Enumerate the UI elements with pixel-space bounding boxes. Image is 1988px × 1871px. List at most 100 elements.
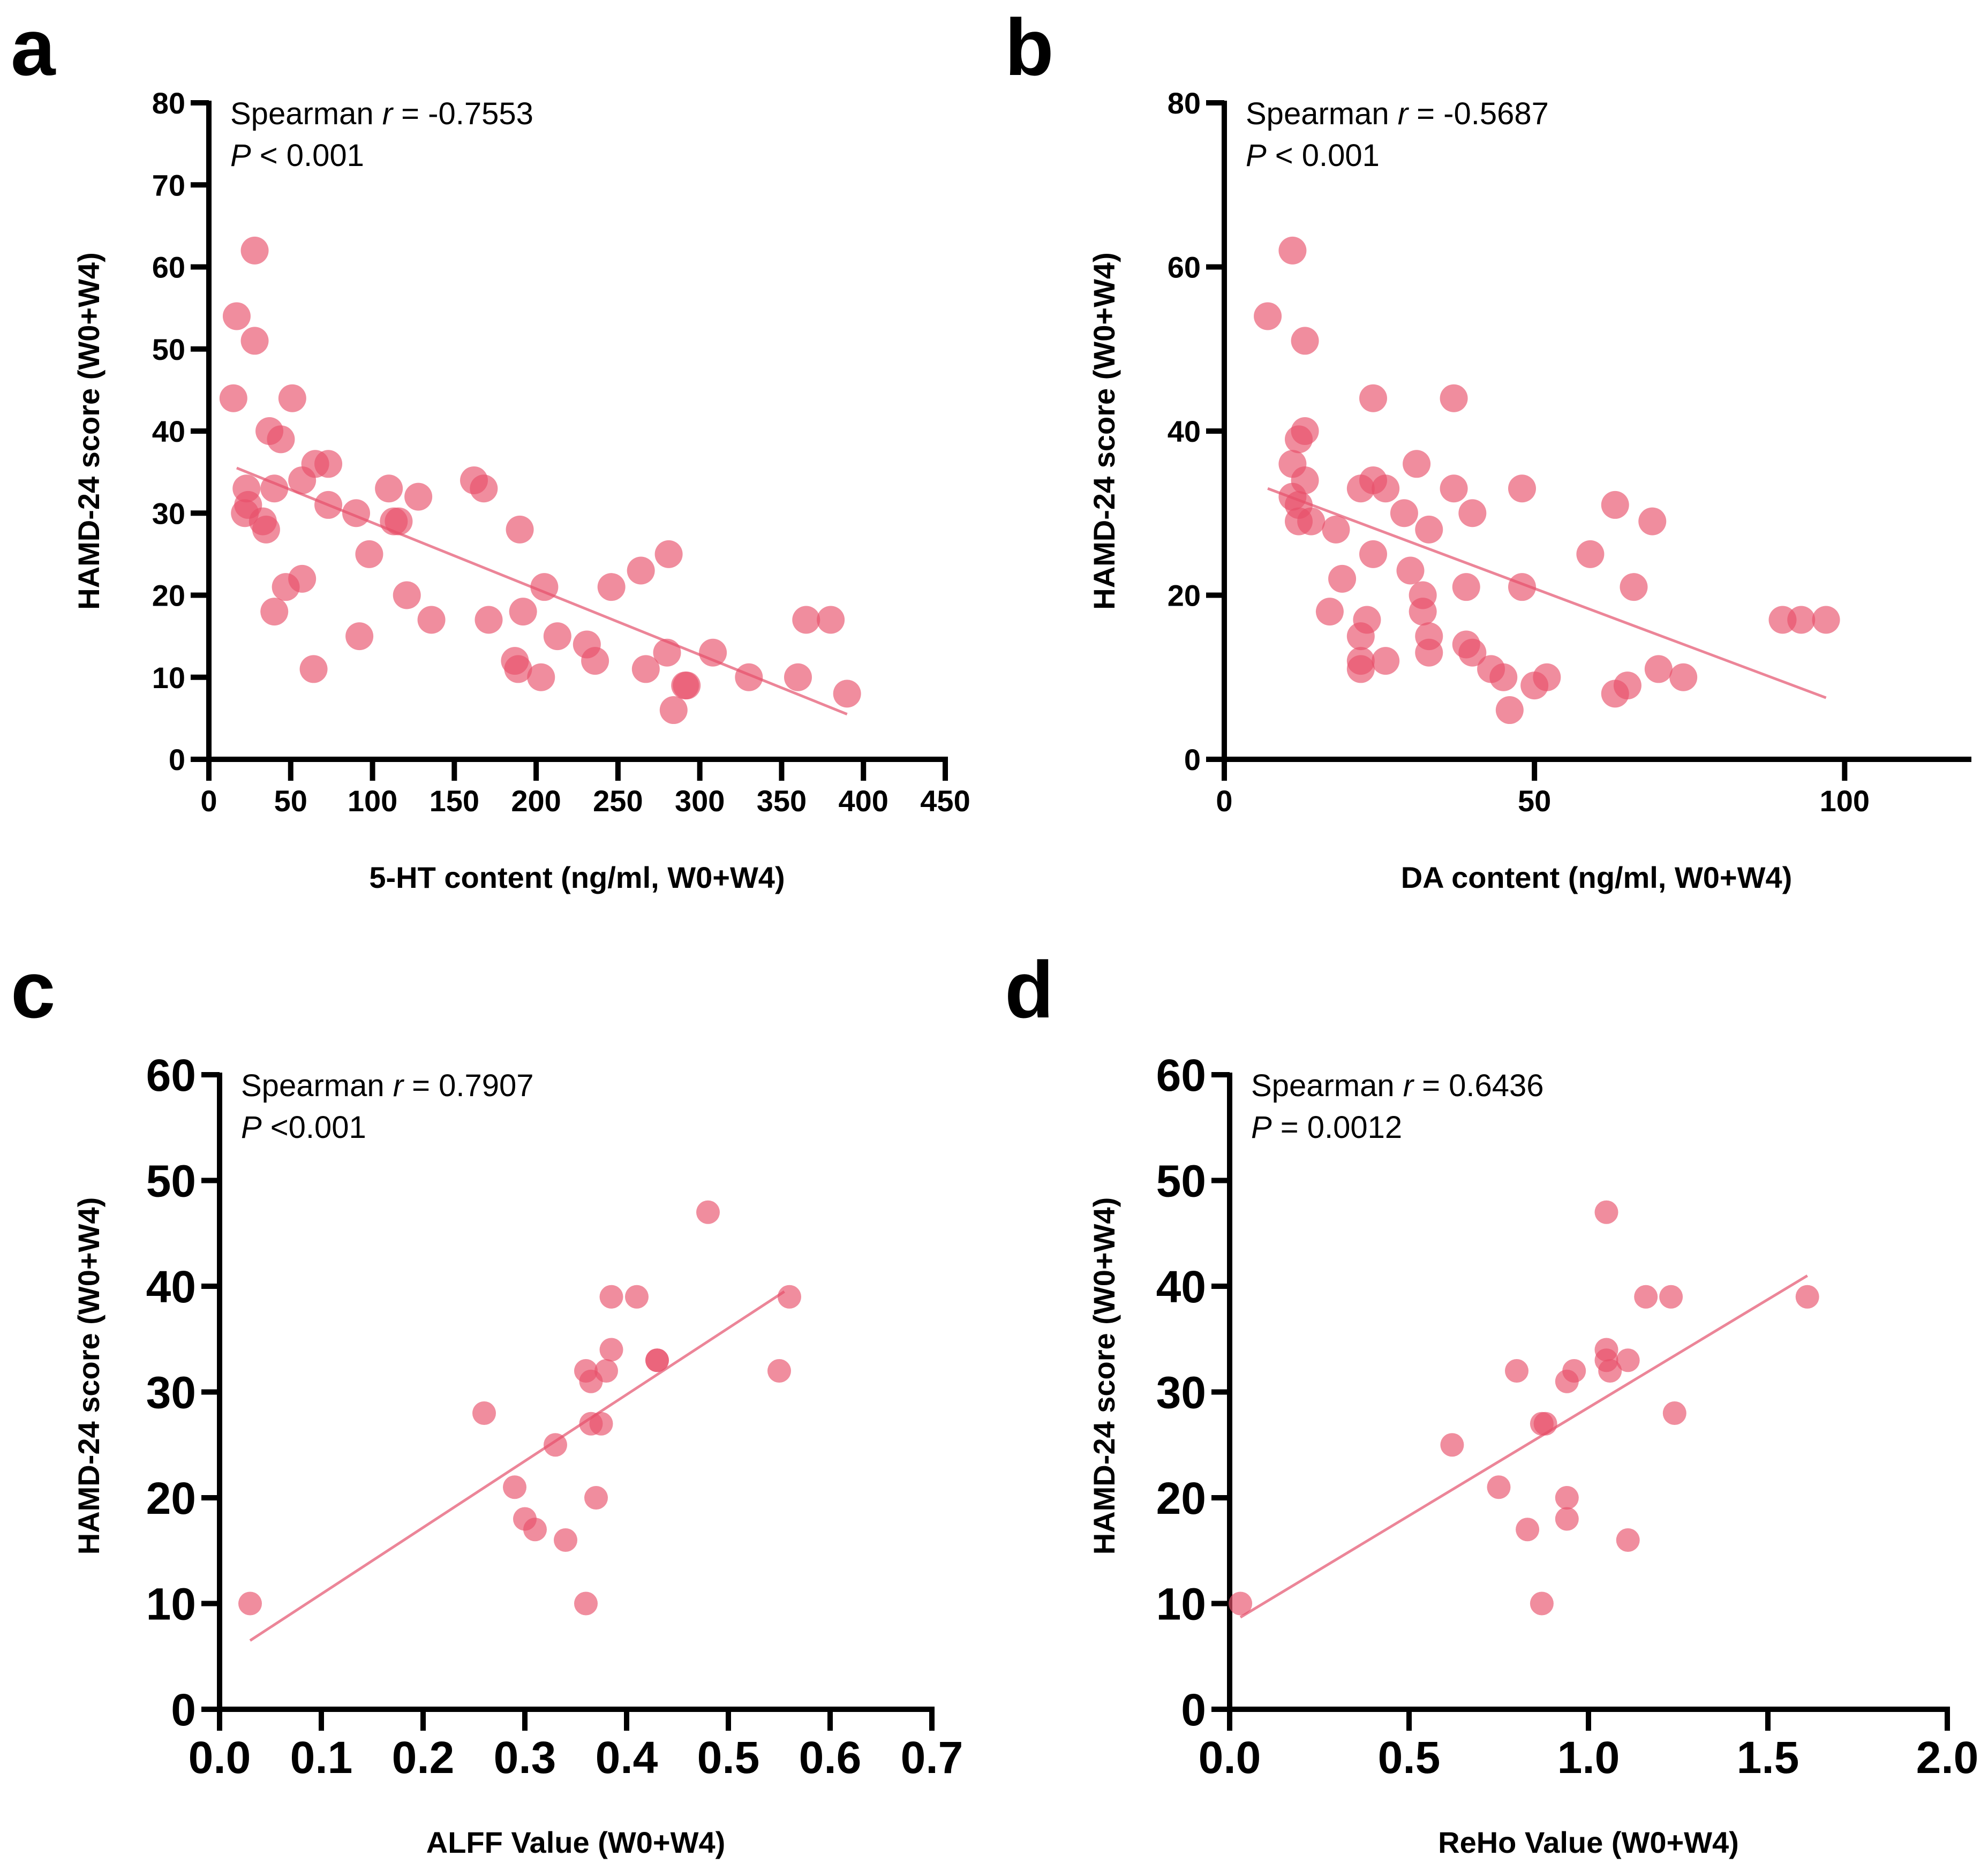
x-tick-label: 0.0 (1199, 1732, 1261, 1783)
y-tick-label: 20 (152, 579, 185, 613)
data-point (1297, 507, 1326, 535)
data-point (597, 573, 626, 601)
panel-letter: c (11, 945, 55, 1035)
data-point (267, 425, 295, 454)
data-point (1787, 606, 1816, 634)
x-tick-label: 0.4 (596, 1732, 658, 1783)
data-point (631, 655, 660, 683)
y-tick-label: 0 (1184, 743, 1201, 776)
data-points (219, 236, 861, 725)
r-value: = -0.7553 (393, 96, 533, 131)
data-point (767, 1359, 791, 1383)
data-point (1533, 663, 1561, 691)
data-point (417, 606, 446, 634)
data-point (1254, 302, 1282, 330)
data-point (594, 1359, 618, 1383)
data-point (1555, 1486, 1579, 1510)
data-point (735, 663, 763, 691)
data-point (1458, 638, 1487, 667)
data-point (222, 302, 251, 330)
data-point (252, 515, 280, 544)
x-tick-label: 0.5 (1378, 1732, 1441, 1783)
x-tick-label: 0 (200, 784, 217, 818)
panel-a: a 0 10 20 30 40 50 60 70 80 0 50 100 150 200 250 300 350 4… (0, 0, 994, 929)
p-symbol: P (230, 138, 251, 173)
r-value: = 0.6436 (1413, 1068, 1544, 1103)
y-tick-label: 20 (1168, 579, 1201, 613)
data-point (314, 450, 343, 478)
x-tick-label: 150 (430, 784, 479, 818)
data-point (654, 540, 683, 568)
panel-c: c 0 10 20 30 40 50 60 0.0 0.1 0.2 0.3 0.4 0.5 0.6 0.7 AL… (0, 942, 994, 1871)
data-point (1278, 236, 1307, 265)
data-point (260, 474, 289, 503)
x-tick-label: 300 (675, 784, 725, 818)
data-point (299, 655, 328, 683)
spearman-label: Spearman (241, 1068, 393, 1103)
x-tick-label: 0 (1216, 784, 1232, 818)
data-point (355, 540, 383, 568)
y-tick-label: 20 (146, 1473, 196, 1523)
y-tick-label: 20 (1156, 1473, 1206, 1523)
y-tick-label: 60 (1156, 1050, 1206, 1100)
x-axis-title: ReHo Value (W0+W4) (1438, 1825, 1739, 1859)
y-tick-label: 10 (146, 1579, 196, 1629)
data-point (574, 1591, 598, 1616)
spearman-annotation: Spearman r = -0.5687 (1246, 96, 1549, 131)
data-point (1795, 1285, 1819, 1309)
x-tick-label: 100 (1820, 784, 1870, 818)
data-point (1669, 663, 1698, 691)
data-point (544, 1433, 567, 1457)
data-point (1458, 499, 1487, 527)
x-tick-label: 0.2 (392, 1732, 455, 1783)
data-point (1616, 1348, 1640, 1372)
data-point (543, 622, 571, 651)
x-tick-label: 1.0 (1557, 1732, 1620, 1783)
p-value: < 0.001 (251, 138, 364, 173)
data-point (1662, 1401, 1686, 1425)
x-tick-label: 0.1 (290, 1732, 353, 1783)
p-symbol: P (1251, 1110, 1272, 1145)
data-point (784, 663, 812, 691)
y-tick-label: 30 (152, 496, 185, 530)
x-tick-label: 0.0 (189, 1732, 251, 1783)
data-point (1346, 655, 1375, 683)
data-point (1440, 384, 1468, 412)
y-tick-label: 70 (152, 168, 185, 202)
x-tick-label: 0.6 (799, 1732, 862, 1783)
y-tick-label: 50 (152, 333, 185, 366)
data-point (219, 384, 247, 412)
data-point (599, 1285, 623, 1309)
y-tick-label: 80 (1168, 86, 1201, 120)
p-value: < 0.001 (1267, 138, 1380, 173)
p-annotation: P < 0.001 (1246, 138, 1380, 173)
p-annotation: P <0.001 (241, 1110, 366, 1145)
data-point (778, 1285, 801, 1309)
y-tick-label: 40 (1168, 414, 1201, 448)
data-point (1409, 598, 1437, 626)
data-point (1659, 1285, 1683, 1309)
data-point (1328, 564, 1357, 593)
data-point (1415, 515, 1443, 544)
data-point (554, 1528, 577, 1552)
spearman-label: Spearman (230, 96, 382, 131)
data-point (1616, 1528, 1640, 1552)
data-points (238, 1200, 801, 1616)
data-point (599, 1338, 623, 1362)
p-symbol: P (1246, 138, 1267, 173)
data-point (1576, 540, 1605, 568)
data-point (1229, 1591, 1253, 1616)
data-point (1594, 1200, 1618, 1224)
axes: 0 10 20 30 40 50 60 0.0 0.1 0.2 0.3 0.4 0.5 0.6 0.7 (146, 1050, 963, 1783)
y-axis-title: HAMD-24 score (W0+W4) (72, 1197, 106, 1555)
data-point (1533, 1412, 1557, 1436)
data-point (833, 680, 861, 708)
axes: 0 10 20 30 40 50 60 0.0 0.5 1.0 1.5 2.0 (1156, 1050, 1979, 1783)
y-axis-title: HAMD-24 score (W0+W4) (72, 252, 106, 609)
data-points (1254, 236, 1840, 725)
data-point (589, 1412, 613, 1436)
x-tick-label: 450 (920, 784, 970, 818)
data-point (1315, 598, 1344, 626)
y-tick-label: 30 (1156, 1368, 1206, 1418)
r-symbol: r (1398, 96, 1410, 131)
